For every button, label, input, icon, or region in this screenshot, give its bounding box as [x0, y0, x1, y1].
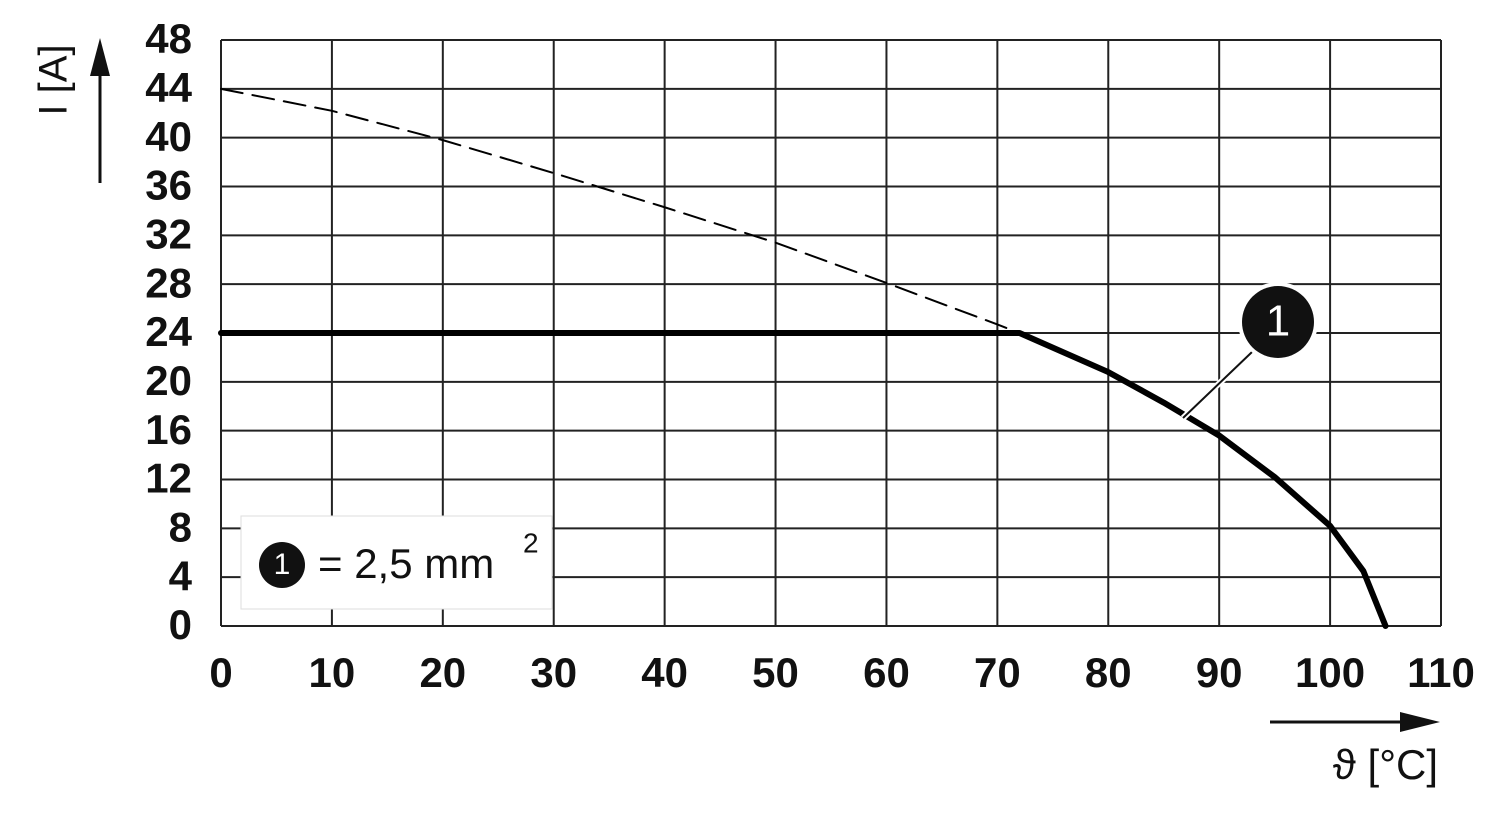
- x-tick-label: 110: [1407, 649, 1475, 696]
- y-arrow-head: [90, 38, 110, 76]
- x-tick-label: 70: [974, 649, 1021, 696]
- legend-marker-circle: [259, 542, 305, 588]
- dashed-line: [220, 87, 1021, 334]
- y-tick-label: 16: [145, 406, 192, 453]
- x-tick-label: 60: [863, 649, 910, 696]
- legend-text: = 2,5 mm: [318, 540, 494, 587]
- x-tick-label: 40: [641, 649, 688, 696]
- x-tick-label: 0: [209, 649, 232, 696]
- annotation-circle: [1242, 286, 1314, 358]
- x-tick-label: 80: [1085, 649, 1132, 696]
- legend-marker: 1: [274, 548, 291, 581]
- x-tick-label: 50: [752, 649, 799, 696]
- x-tick-label: 100: [1295, 649, 1365, 696]
- y-tick-label: 24: [145, 308, 192, 355]
- data-line: [218, 330, 1389, 629]
- x-arrow-head: [1400, 712, 1440, 732]
- y-tick-label: 0: [169, 601, 192, 648]
- annotation-leader: [1182, 351, 1253, 419]
- y-tick-label: 36: [145, 162, 192, 209]
- y-tick-label: 32: [145, 210, 192, 257]
- y-tick-label: 48: [145, 15, 192, 62]
- x-tick-label: 90: [1196, 649, 1243, 696]
- legend-superscript: 2: [523, 527, 539, 558]
- annotation-label: 1: [1266, 297, 1290, 346]
- y-tick-label: 28: [145, 259, 192, 306]
- y-tick-label: 4: [169, 552, 193, 599]
- y-axis-label: I [A]: [32, 44, 76, 115]
- y-tick-label: 44: [145, 64, 192, 111]
- y-tick-label: 12: [145, 455, 192, 502]
- x-tick-label: 20: [419, 649, 466, 696]
- y-tick-label: 8: [169, 503, 192, 550]
- x-tick-label: 30: [530, 649, 577, 696]
- y-tick-label: 40: [145, 113, 192, 160]
- x-tick-label: 10: [309, 649, 356, 696]
- y-tick-label: 20: [145, 357, 192, 404]
- x-axis-label: ϑ [°C]: [1333, 741, 1438, 788]
